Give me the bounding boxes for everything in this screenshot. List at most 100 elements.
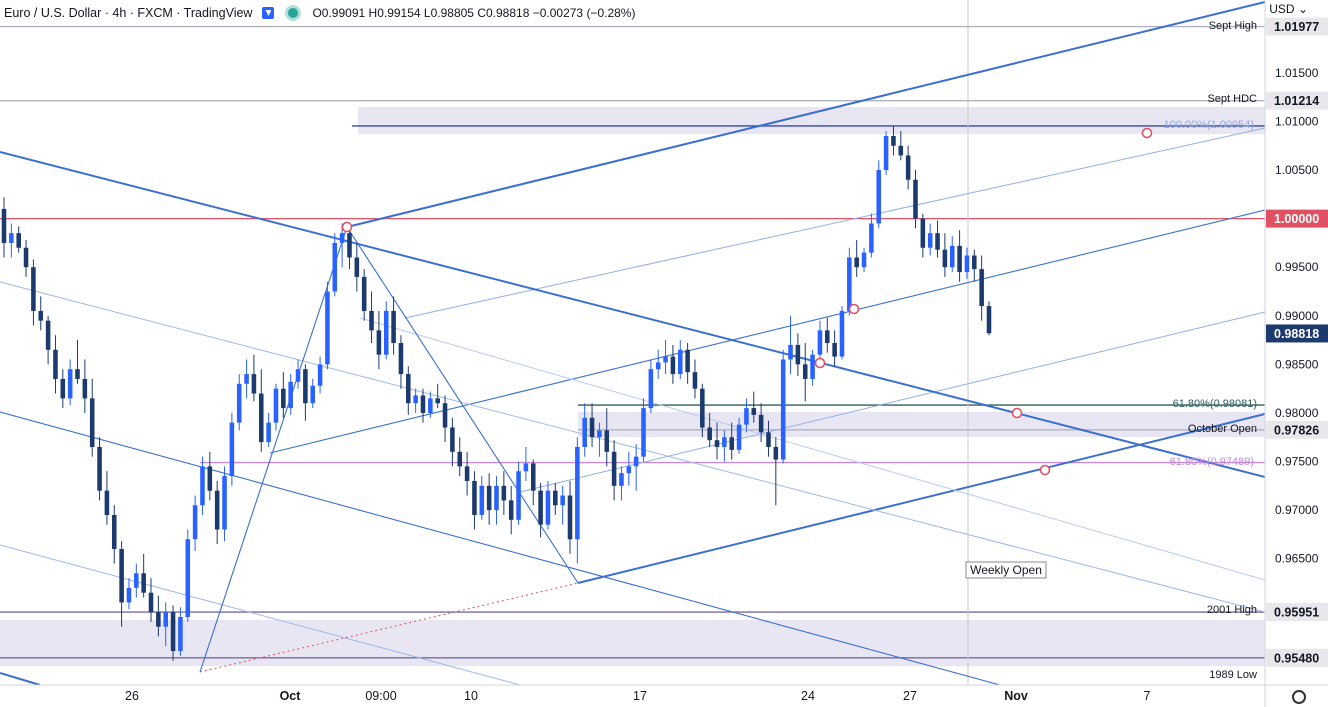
candle [200,456,205,515]
y-tick-label: 1.01500 [1275,66,1319,80]
candle-body [295,369,301,382]
candle [655,349,661,379]
candle-body [361,276,367,311]
market-status-icon [288,8,299,18]
pitchfork-median-line [269,209,1265,454]
currency-selector[interactable]: USD ⌄ [1269,2,1308,16]
candle [75,340,80,384]
candle [773,437,779,506]
candle-body [626,466,632,474]
candle-body [758,414,764,433]
candle [530,459,536,506]
candle-body [597,430,602,438]
candle [648,359,654,413]
currency-label: USD [1269,2,1295,16]
candle-body [420,395,426,413]
pivot-marker-3 [848,303,860,315]
candle-body [729,437,735,450]
candle [538,482,543,538]
candle [663,340,668,375]
candle [898,131,904,161]
candle [722,430,727,462]
candle [266,412,271,447]
candle [111,505,117,564]
candle-body [788,344,793,360]
candle [560,485,565,525]
candle [567,480,573,554]
label-october-open: October Open [1188,423,1257,435]
candle-body [670,356,676,375]
candle-body [810,354,815,379]
candle [258,369,264,452]
x-tick-label: Nov [1004,689,1028,703]
candle [126,578,132,610]
candle [979,255,984,321]
candle-body [9,233,14,243]
candle-body [23,247,29,268]
candle-body [67,369,73,399]
candle-body [288,381,293,409]
price-badge-label: 0.95951 [1274,606,1319,620]
price-badge: 0.97826 [1266,420,1328,439]
candle [435,383,440,409]
candle-body [141,573,146,593]
candle-body [553,490,558,506]
symbol-title[interactable]: Euro / U.S. Dollar · 4h · FXCM · Trading… [4,6,253,20]
candle [788,315,793,375]
candle-body [722,437,727,447]
candle [97,437,102,501]
october-open-zone [578,412,1265,437]
candle-body [207,466,213,491]
candle-body [692,372,698,389]
candle [626,451,632,486]
candle [795,333,801,377]
candle [391,296,396,355]
gear-icon[interactable] [1292,690,1306,704]
y-tick-label: 0.97500 [1275,455,1319,469]
flag-icon[interactable] [262,7,275,19]
candle-body [347,233,352,258]
candle-body [156,612,161,627]
candle-body [38,310,44,321]
y-tick-label: 0.97000 [1275,503,1319,517]
candle-body [780,359,786,460]
high-value: H0.99154 [368,6,421,20]
candle [222,466,227,542]
candle-body [604,430,610,452]
candle-body [972,255,977,270]
candle-body [905,155,911,180]
candle-body [486,485,492,511]
candle [16,226,21,253]
candle [1,197,7,258]
y-tick-label: 1.00500 [1275,163,1319,177]
candle-body [457,451,463,467]
candle [134,563,139,598]
weekly-open-box [965,561,1047,579]
candle-body [266,422,271,443]
candle-body [222,476,227,530]
price-badge-bg [1266,91,1328,110]
candle-body [200,466,205,506]
candle [604,408,610,467]
open-value: O0.99091 [312,6,366,20]
price-badge-label: 0.97826 [1274,423,1319,437]
candle [817,320,823,360]
candle-body [111,514,117,549]
candle-body [163,612,168,627]
candle-body [214,490,220,530]
candle [119,541,124,627]
candle [832,330,837,367]
candle-body [619,473,624,486]
candle [883,131,889,175]
candle [935,220,940,258]
label-sept-hdc: Sept HDC [1207,93,1257,105]
candle-body [736,424,742,450]
candle-body [398,342,404,375]
candle-body [986,306,992,334]
candle-body [501,485,507,501]
candle-body [538,490,543,525]
price-badge: 0.98818 [1266,324,1328,343]
candle [729,422,735,460]
candle [670,344,676,384]
